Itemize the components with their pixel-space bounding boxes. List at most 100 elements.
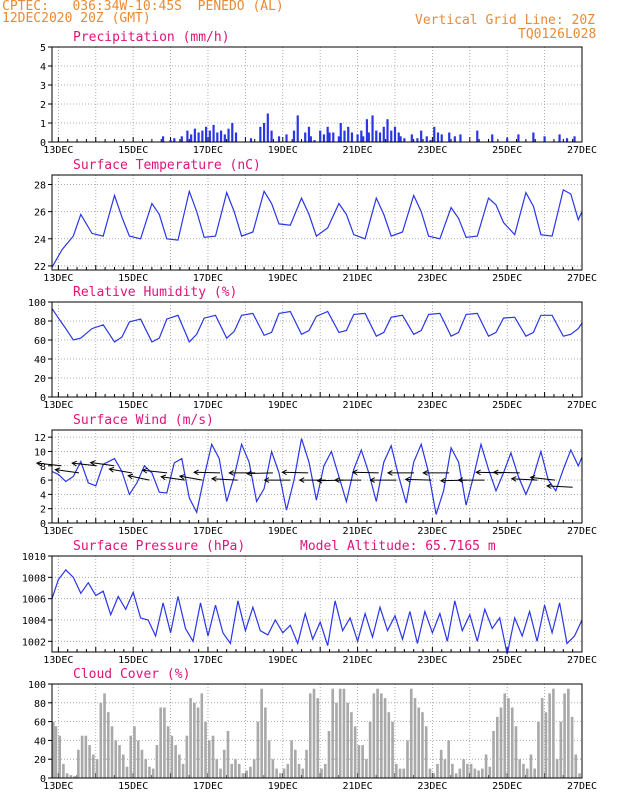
cloud-bar bbox=[499, 707, 503, 778]
x-tick-label: 17DEC bbox=[193, 781, 223, 792]
wind-arrow-head bbox=[475, 469, 481, 476]
cloud-bar bbox=[409, 688, 413, 778]
x-tick-label: 25DEC bbox=[492, 655, 522, 666]
cloud-bar bbox=[271, 759, 275, 778]
y-tick-label: 22 bbox=[34, 262, 46, 273]
x-tick-label: 21DEC bbox=[343, 655, 373, 666]
wind-arrow-head bbox=[298, 477, 305, 483]
wind-arrow bbox=[72, 462, 97, 467]
cloud-bar bbox=[290, 740, 293, 778]
cloud-bar bbox=[436, 763, 439, 778]
x-tick-label: 15DEC bbox=[118, 781, 148, 792]
cloud-bar bbox=[234, 759, 237, 778]
cloud-bar bbox=[80, 735, 84, 778]
y-tick-label: 1006 bbox=[22, 595, 46, 606]
wind-arrow-head bbox=[369, 477, 375, 483]
wind-arrow-head bbox=[546, 483, 552, 489]
precip-bar bbox=[249, 138, 253, 142]
y-tick-label: 20 bbox=[34, 374, 46, 385]
cloud-bar bbox=[207, 740, 211, 778]
cloud-bar bbox=[211, 735, 215, 778]
precip-bar bbox=[292, 130, 296, 142]
cloud-bar bbox=[473, 768, 477, 778]
header-line1-right: Vertical Grid Line: 20Z bbox=[415, 13, 596, 28]
cloud-bar bbox=[155, 745, 159, 778]
cloud-bar bbox=[477, 770, 480, 778]
cloud-bar bbox=[428, 768, 432, 778]
cloud-bar bbox=[529, 754, 533, 778]
wind-arrow-head bbox=[228, 470, 234, 476]
wind-arrow-head bbox=[439, 477, 446, 484]
precip-bar bbox=[212, 124, 215, 142]
y-tick-label: 40 bbox=[34, 355, 46, 366]
wind-arrow-head bbox=[334, 477, 340, 483]
cloud-bar bbox=[54, 726, 58, 778]
cloud-bar bbox=[335, 702, 338, 778]
y-tick-label: 1 bbox=[40, 119, 46, 130]
cloud-bar bbox=[402, 768, 406, 778]
cloud-bar bbox=[286, 763, 290, 778]
precip-bar bbox=[270, 130, 273, 142]
x-tick-label: 23DEC bbox=[417, 273, 447, 284]
wind-arrow bbox=[142, 469, 168, 474]
cloud-bar bbox=[387, 712, 391, 778]
wind-arrow bbox=[547, 485, 573, 488]
cloud-bar bbox=[372, 693, 376, 778]
precip-bar bbox=[360, 130, 363, 142]
precip-bar bbox=[517, 134, 520, 142]
panel-frame bbox=[51, 301, 583, 398]
panel-frame bbox=[51, 683, 583, 779]
x-tick-label: 19DEC bbox=[268, 145, 298, 156]
cloud-bar bbox=[327, 731, 331, 778]
wind-arrow bbox=[511, 478, 538, 481]
x-tick-label: 21DEC bbox=[343, 400, 373, 411]
panel-title: Surface Pressure (hPa) bbox=[73, 539, 245, 554]
cloud-bar bbox=[342, 688, 346, 778]
cloud-bar bbox=[443, 759, 447, 778]
cloud-bar bbox=[316, 698, 320, 778]
cloud-bar bbox=[365, 759, 368, 778]
cloud-bar bbox=[391, 721, 394, 778]
cloud-bar bbox=[241, 773, 245, 778]
wind-arrow-head bbox=[422, 470, 428, 476]
wind-arrow-head bbox=[386, 470, 393, 476]
wind-arrow bbox=[247, 472, 273, 475]
precip-bar bbox=[453, 136, 456, 142]
header-line2-right: TQ0126L028 bbox=[518, 27, 597, 42]
cloud-bar bbox=[447, 740, 450, 778]
precip-bar bbox=[197, 132, 200, 142]
cloud-bar bbox=[200, 693, 204, 778]
cloud-bar bbox=[73, 776, 76, 778]
precip-bar bbox=[476, 130, 479, 142]
precip-bar bbox=[259, 126, 262, 142]
cloud-bar bbox=[466, 763, 469, 778]
precip-bar bbox=[448, 132, 451, 142]
wind-arrow bbox=[55, 469, 80, 474]
panel-annotation: Model Altitude: 65.7165 m bbox=[300, 539, 496, 554]
x-tick-label: 13DEC bbox=[43, 273, 73, 284]
wind-arrow-head bbox=[127, 473, 134, 480]
cloud-bar bbox=[144, 759, 148, 778]
cloud-bar bbox=[424, 726, 428, 778]
precip-bar bbox=[347, 126, 350, 142]
cloud-bar bbox=[421, 712, 424, 778]
series-line bbox=[51, 308, 583, 343]
precip-bar bbox=[362, 136, 365, 142]
x-tick-label: 23DEC bbox=[417, 145, 447, 156]
x-tick-label: 13DEC bbox=[43, 145, 73, 156]
cloud-bar bbox=[106, 712, 110, 778]
wind-arrow-head bbox=[404, 476, 411, 483]
cloud-bar bbox=[170, 735, 174, 778]
precip-bar bbox=[219, 130, 223, 142]
y-tick-label: 0 bbox=[40, 774, 46, 785]
cloud-bar bbox=[439, 749, 443, 778]
x-tick-label: 27DEC bbox=[567, 526, 597, 537]
precip-bar bbox=[277, 136, 281, 142]
wind-arrow bbox=[128, 475, 150, 481]
cloud-bar bbox=[129, 735, 133, 778]
x-tick-label: 13DEC bbox=[43, 400, 73, 411]
cloud-bar bbox=[282, 768, 286, 778]
precip-bar bbox=[506, 138, 509, 142]
cloud-bar bbox=[413, 698, 417, 778]
precip-bar bbox=[332, 132, 335, 142]
